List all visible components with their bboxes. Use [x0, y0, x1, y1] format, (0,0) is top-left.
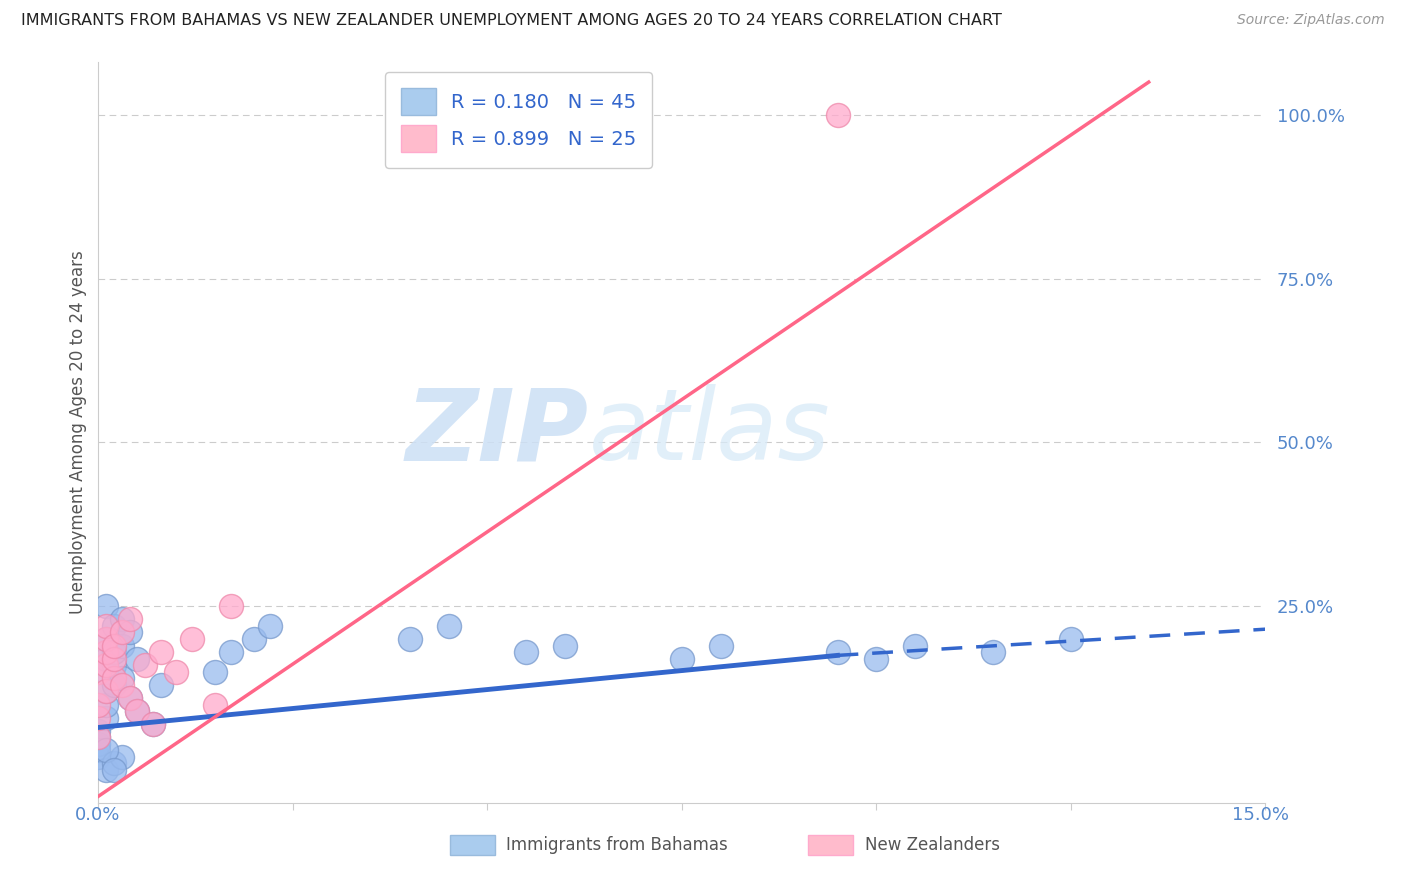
Point — [827, 108, 849, 122]
Point — [437, 619, 460, 633]
Point — [180, 632, 202, 646]
Point — [87, 698, 110, 712]
Point — [96, 599, 118, 614]
Point — [142, 717, 165, 731]
Point — [142, 717, 165, 731]
Point — [87, 723, 110, 738]
Point — [981, 645, 1004, 659]
Text: 0.0%: 0.0% — [75, 806, 121, 824]
Point — [710, 639, 733, 653]
Point — [96, 619, 118, 633]
Text: New Zealanders: New Zealanders — [865, 836, 1000, 854]
Point — [96, 645, 118, 659]
Point — [204, 698, 226, 712]
Point — [96, 684, 118, 698]
Point — [87, 743, 110, 757]
Point — [111, 625, 134, 640]
Point — [111, 612, 134, 626]
Point — [127, 704, 149, 718]
Legend: R = 0.180   N = 45, R = 0.899   N = 25: R = 0.180 N = 45, R = 0.899 N = 25 — [385, 72, 652, 168]
Point — [103, 619, 125, 633]
Point — [96, 684, 118, 698]
Point — [103, 678, 125, 692]
Point — [134, 658, 156, 673]
Text: 15.0%: 15.0% — [1232, 806, 1289, 824]
Point — [149, 645, 172, 659]
Point — [118, 690, 141, 705]
Point — [243, 632, 266, 646]
Point — [103, 658, 125, 673]
Point — [118, 690, 141, 705]
Point — [103, 671, 125, 685]
Point — [87, 665, 110, 679]
Point — [96, 632, 118, 646]
Point — [127, 704, 149, 718]
Point — [1060, 632, 1083, 646]
Point — [96, 651, 118, 665]
Point — [515, 645, 537, 659]
Point — [96, 658, 118, 673]
Text: atlas: atlas — [589, 384, 830, 481]
Point — [87, 731, 110, 745]
Point — [103, 645, 125, 659]
Point — [96, 763, 118, 777]
Point — [87, 750, 110, 764]
Point — [103, 756, 125, 771]
Point — [127, 651, 149, 665]
Text: Immigrants from Bahamas: Immigrants from Bahamas — [506, 836, 728, 854]
Y-axis label: Unemployment Among Ages 20 to 24 years: Unemployment Among Ages 20 to 24 years — [69, 251, 87, 615]
Point — [96, 632, 118, 646]
Text: Source: ZipAtlas.com: Source: ZipAtlas.com — [1237, 13, 1385, 28]
Point — [96, 665, 118, 679]
Point — [103, 763, 125, 777]
Point — [219, 645, 242, 659]
Point — [96, 711, 118, 725]
Point — [103, 639, 125, 653]
Point — [554, 639, 576, 653]
Point — [87, 737, 110, 751]
Point — [118, 625, 141, 640]
Point — [259, 619, 281, 633]
Point — [671, 651, 693, 665]
Point — [219, 599, 242, 614]
Point — [87, 711, 110, 725]
Point — [103, 651, 125, 665]
Text: ZIP: ZIP — [405, 384, 589, 481]
Point — [204, 665, 226, 679]
Point — [87, 731, 110, 745]
Point — [111, 671, 134, 685]
Point — [398, 632, 420, 646]
Point — [111, 639, 134, 653]
Point — [111, 750, 134, 764]
Point — [865, 651, 887, 665]
Text: IMMIGRANTS FROM BAHAMAS VS NEW ZEALANDER UNEMPLOYMENT AMONG AGES 20 TO 24 YEARS : IMMIGRANTS FROM BAHAMAS VS NEW ZEALANDER… — [21, 13, 1002, 29]
Point — [118, 612, 141, 626]
Point — [165, 665, 187, 679]
Point — [96, 698, 118, 712]
Point — [96, 743, 118, 757]
Point — [111, 678, 134, 692]
Point — [149, 678, 172, 692]
Point — [904, 639, 927, 653]
Point — [827, 645, 849, 659]
